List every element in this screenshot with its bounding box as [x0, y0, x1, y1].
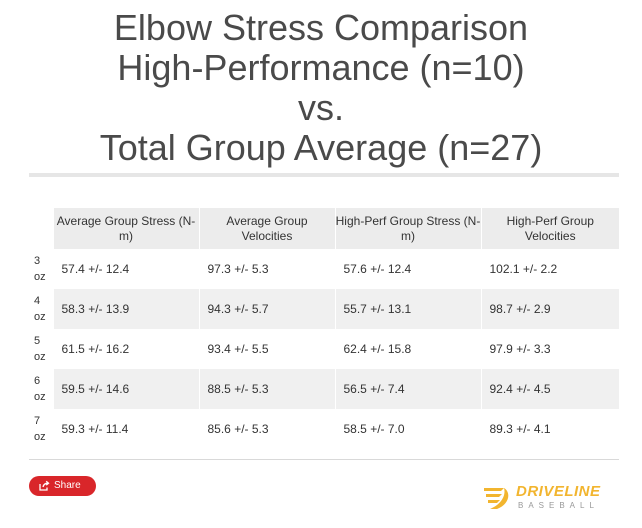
table-cell: 98.7 +/- 2.9 — [480, 289, 619, 329]
table-cell: 59.3 +/- 11.4 — [52, 409, 199, 449]
column-header: Average Group Velocities — [198, 208, 335, 249]
row-label: 5 oz — [29, 329, 53, 369]
column-header-blank — [29, 208, 53, 249]
table-cell: 97.9 +/- 3.3 — [480, 329, 619, 369]
row-label-unit: oz — [34, 391, 46, 403]
table-cell: 57.6 +/- 12.4 — [334, 249, 481, 289]
driveline-logo-mark — [484, 488, 509, 509]
row-label-weight: 3 — [34, 255, 41, 267]
table-cell: 102.1 +/- 2.2 — [480, 249, 619, 289]
title-line-4: Total Group Average (n=27) — [99, 127, 543, 168]
share-icon — [39, 480, 50, 491]
table-cell: 59.5 +/- 14.6 — [52, 369, 199, 409]
header-divider — [29, 173, 619, 177]
table-cell: 58.5 +/- 7.0 — [334, 409, 481, 449]
table-cell: 57.4 +/- 12.4 — [52, 249, 199, 289]
table-cell: 89.3 +/- 4.1 — [480, 409, 619, 449]
logo-subtitle: BASEBALL — [518, 501, 599, 510]
table-cell: 97.3 +/- 5.3 — [198, 249, 335, 289]
table-cell: 55.7 +/- 13.1 — [334, 289, 481, 329]
data-table: Average Group Stress (N-m) Average Group… — [29, 208, 619, 449]
table-cell: 88.5 +/- 5.3 — [198, 369, 335, 409]
column-header: High-Perf Group Stress (N-m) — [334, 208, 481, 249]
row-label-unit: oz — [34, 311, 46, 323]
row-label-weight: 7 — [34, 415, 41, 427]
row-label: 7 oz — [29, 409, 53, 449]
table-row: 7 oz 59.3 +/- 11.4 85.6 +/- 5.3 58.5 +/- 7.0… — [29, 409, 619, 449]
title-line-3: vs. — [297, 87, 344, 128]
footer-divider — [29, 459, 619, 460]
logo-wordmark: DRIVELINE — [516, 483, 601, 500]
row-label-weight: 5 — [34, 335, 41, 347]
share-label: Share — [54, 480, 81, 491]
table-cell: 58.3 +/- 13.9 — [52, 289, 199, 329]
row-label-weight: 4 — [34, 295, 41, 307]
table-cell: 56.5 +/- 7.4 — [334, 369, 481, 409]
table-cell: 61.5 +/- 16.2 — [52, 329, 199, 369]
row-label: 4 oz — [29, 289, 53, 329]
table-row: 5 oz 61.5 +/- 16.2 93.4 +/- 5.5 62.4 +/- 15.… — [29, 329, 619, 369]
row-label: 3 oz — [29, 249, 53, 289]
row-label-unit: oz — [34, 351, 46, 363]
column-header: High-Perf Group Velocities — [480, 208, 619, 249]
title-line-1: Elbow Stress Comparison — [113, 7, 529, 48]
table-row: 4 oz 58.3 +/- 13.9 94.3 +/- 5.7 55.7 +/- 13.… — [29, 289, 619, 329]
row-label-unit: oz — [34, 431, 46, 443]
row-label-unit: oz — [34, 271, 46, 283]
table-cell: 85.6 +/- 5.3 — [198, 409, 335, 449]
table-row: 6 oz 59.5 +/- 14.6 88.5 +/- 5.3 56.5 +/- 7.4… — [29, 369, 619, 409]
table-cell: 92.4 +/- 4.5 — [480, 369, 619, 409]
driveline-logo: DRIVELINE BASEBALL — [482, 484, 606, 514]
share-button[interactable]: Share — [29, 476, 96, 496]
row-label-weight: 6 — [34, 375, 41, 387]
title-line-2: High-Performance (n=10) — [117, 47, 525, 88]
table-header-row: Average Group Stress (N-m) Average Group… — [29, 208, 619, 249]
table-cell: 62.4 +/- 15.8 — [334, 329, 481, 369]
row-label: 6 oz — [29, 369, 53, 409]
column-header: Average Group Stress (N-m) — [52, 208, 199, 249]
chart-title: Elbow Stress Comparison High-Performance… — [0, 8, 642, 168]
table-row: 3 oz 57.4 +/- 12.4 97.3 +/- 5.3 57.6 +/- 12.… — [29, 249, 619, 289]
table-cell: 94.3 +/- 5.7 — [198, 289, 335, 329]
table-cell: 93.4 +/- 5.5 — [198, 329, 335, 369]
